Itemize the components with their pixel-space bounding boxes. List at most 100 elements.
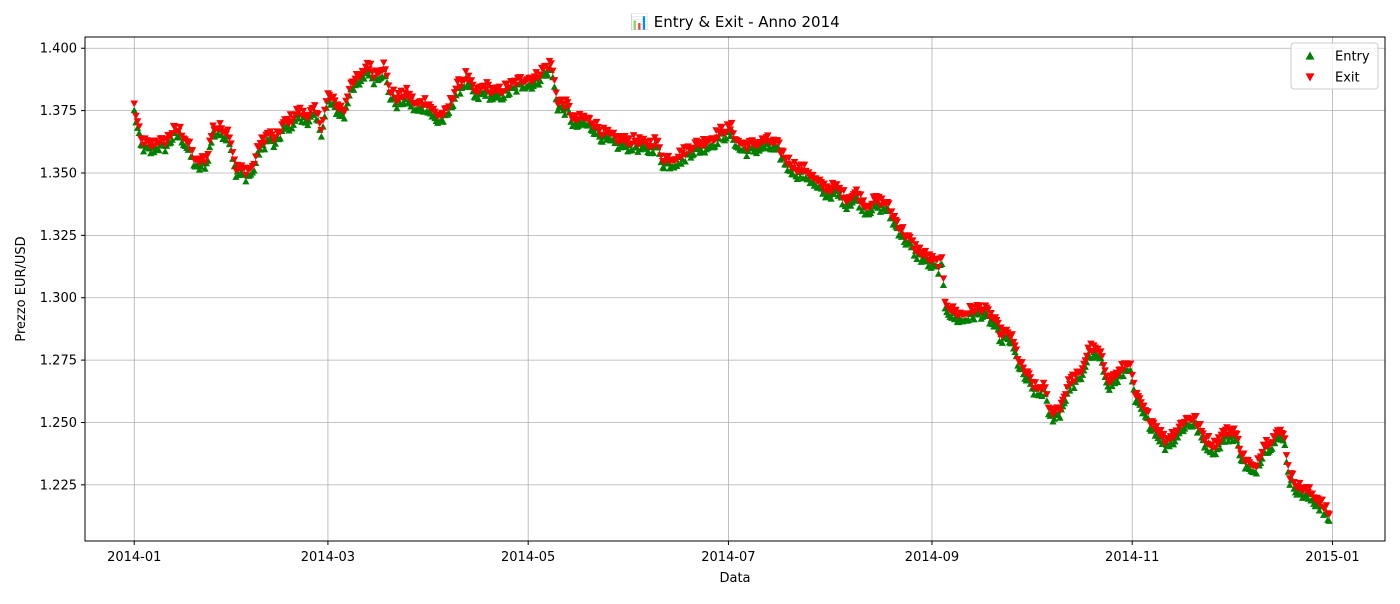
exit-point — [664, 152, 673, 160]
exit-point — [1011, 342, 1019, 350]
exit-point — [536, 71, 545, 79]
entry-point — [1038, 392, 1046, 400]
entry-point — [161, 147, 169, 155]
exit-point — [283, 115, 292, 123]
exit-point — [1152, 423, 1161, 430]
exit-point — [1211, 444, 1220, 452]
exit-point — [1157, 427, 1165, 434]
exit-point — [842, 199, 851, 207]
exit-point — [319, 117, 327, 124]
exit-point — [464, 72, 473, 80]
exit-point — [150, 142, 158, 150]
exit-point — [452, 85, 460, 93]
x-tick-label: 2014-07 — [701, 550, 755, 565]
exit-point — [785, 154, 793, 162]
exit-point — [366, 60, 375, 68]
exit-point — [260, 139, 269, 147]
exit-point — [445, 103, 453, 111]
exit-point — [1234, 435, 1243, 443]
exit-point — [299, 107, 308, 115]
exit-point — [1041, 384, 1050, 392]
legend-entry-marker — [1305, 51, 1315, 60]
entry-point — [1137, 405, 1145, 412]
exit-point — [227, 140, 235, 148]
exit-point — [1126, 360, 1135, 368]
entry-point — [350, 86, 358, 93]
entry-point — [289, 121, 298, 128]
exit-point — [132, 112, 140, 120]
entry-point — [858, 207, 866, 214]
exit-point — [550, 77, 559, 84]
exit-point — [499, 88, 508, 95]
entry-point — [873, 204, 882, 211]
exit-point — [729, 130, 738, 138]
entry-point — [242, 177, 250, 185]
legend-box — [1290, 42, 1379, 90]
exit-point — [250, 160, 258, 168]
exit-point — [625, 135, 634, 143]
exit-point — [890, 213, 899, 220]
exit-point — [565, 102, 574, 110]
entry-point — [1325, 517, 1333, 524]
exit-point — [726, 126, 735, 134]
entry-point — [168, 136, 176, 143]
exit-point — [984, 306, 993, 314]
exit-point — [1070, 378, 1078, 386]
exit-point — [1161, 440, 1169, 448]
exit-point — [340, 108, 349, 116]
exit-point — [384, 82, 393, 90]
exit-point — [1019, 364, 1028, 372]
entry-point — [1281, 441, 1289, 448]
entry-point — [393, 104, 401, 112]
exit-point — [1233, 430, 1241, 438]
exit-point — [827, 189, 835, 196]
exit-point — [1144, 408, 1152, 416]
exit-point — [1223, 424, 1231, 432]
exit-point — [646, 137, 655, 145]
exit-point — [1290, 478, 1298, 486]
entry-point — [536, 77, 544, 85]
entry-point — [939, 281, 948, 289]
exit-point — [885, 200, 893, 208]
exit-point — [552, 89, 560, 97]
exit-point — [718, 123, 726, 131]
exit-point — [381, 66, 390, 74]
entry-point — [1165, 442, 1173, 450]
exit-point — [421, 95, 429, 102]
entry-point — [927, 264, 935, 271]
exit-point — [592, 118, 601, 126]
exit-point — [742, 146, 751, 154]
exit-point — [560, 105, 569, 113]
exit-point — [1199, 430, 1207, 438]
exit-point — [722, 128, 730, 136]
entry-point — [1140, 408, 1148, 416]
exit-point — [1279, 430, 1288, 438]
exit-point — [649, 143, 658, 151]
x-tick-label: 2014-03 — [301, 550, 355, 565]
entry-point — [1174, 433, 1182, 441]
entry-point — [304, 121, 312, 129]
entry-point — [1171, 437, 1179, 445]
exit-point — [941, 298, 949, 306]
exit-point — [168, 130, 177, 137]
exit-point — [893, 218, 902, 226]
entry-point — [1043, 397, 1051, 404]
exit-point — [629, 132, 638, 139]
y-tick-label: 1.325 — [40, 229, 77, 244]
exit-point — [495, 83, 504, 91]
exit-point — [305, 111, 313, 119]
exit-point — [1105, 380, 1114, 388]
exit-point — [516, 74, 525, 81]
exit-point — [1056, 408, 1064, 415]
exit-point — [1031, 379, 1040, 387]
entry-point — [1315, 506, 1323, 514]
entry-point — [690, 150, 698, 158]
exit-point — [655, 144, 664, 152]
entry-point — [1119, 372, 1127, 380]
exit-point — [689, 144, 698, 152]
exit-point — [462, 68, 470, 76]
exit-point — [899, 224, 907, 231]
entry-point — [261, 145, 269, 153]
exit-point — [1282, 452, 1291, 459]
